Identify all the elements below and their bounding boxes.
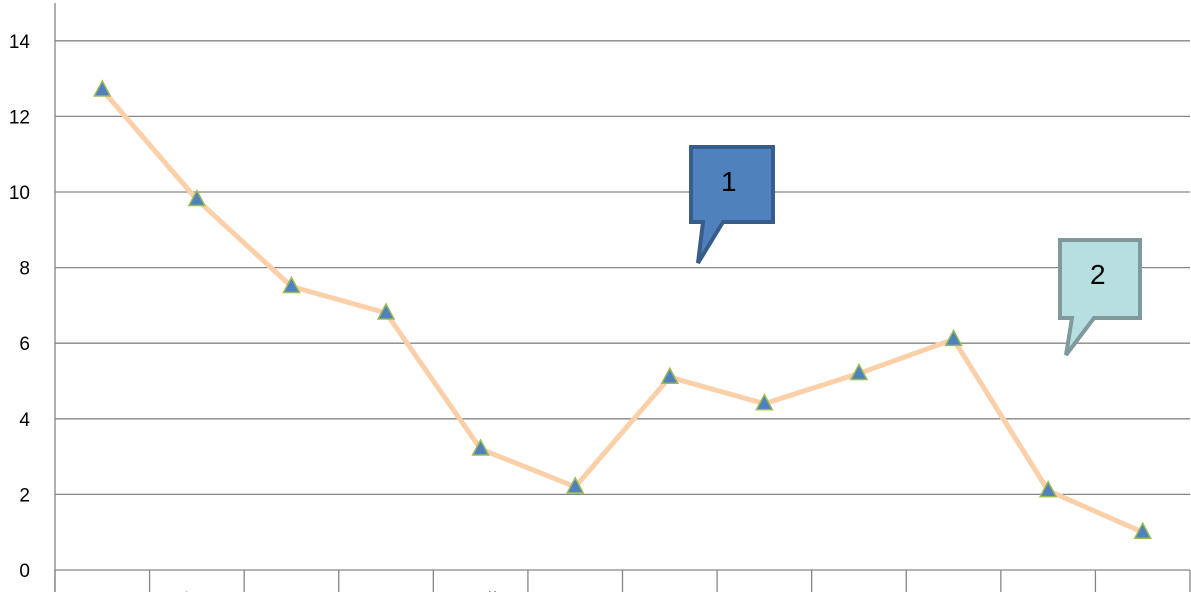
marker: [187, 188, 207, 207]
y-tick-label: 6: [19, 334, 30, 355]
callout: [689, 145, 775, 265]
x-tick-label: окт: [940, 590, 968, 592]
y-tick-label: 14: [9, 32, 31, 53]
marker: [755, 393, 774, 411]
marker: [1038, 480, 1058, 498]
x-tick-label: сен: [844, 590, 875, 592]
x-tick-label: май: [464, 590, 498, 592]
y-tick-label: 2: [19, 485, 30, 506]
x-tick-label: июн: [558, 590, 593, 592]
x-tick-label: ноя: [1032, 590, 1063, 592]
series-line: [100, 88, 1144, 535]
marker: [282, 275, 301, 294]
y-tick-label: 0: [19, 561, 30, 582]
y-tick-label: 12: [9, 107, 30, 128]
y-tick-label: 8: [19, 259, 30, 280]
x-tick-label: авг: [751, 590, 779, 592]
x-tick-label: фев: [179, 590, 215, 592]
marker: [1133, 521, 1152, 539]
marker: [565, 476, 585, 494]
marker: [660, 366, 680, 384]
marker: [944, 328, 963, 347]
y-tick-label: 10: [9, 183, 30, 204]
callout: [1058, 238, 1142, 357]
marker: [849, 362, 869, 381]
callout-text: 2: [1090, 259, 1106, 290]
x-tick-label: янв: [87, 590, 118, 592]
x-tick-label: дек: [1128, 590, 1159, 592]
marker: [376, 302, 396, 320]
marker: [471, 438, 490, 456]
callout-text: 1: [721, 166, 737, 197]
x-tick-label: мар: [274, 590, 308, 592]
marker: [93, 79, 112, 97]
y-tick-label: 4: [19, 410, 30, 431]
x-tick-label: июл: [652, 590, 688, 592]
x-tick-label: апр: [370, 590, 401, 592]
